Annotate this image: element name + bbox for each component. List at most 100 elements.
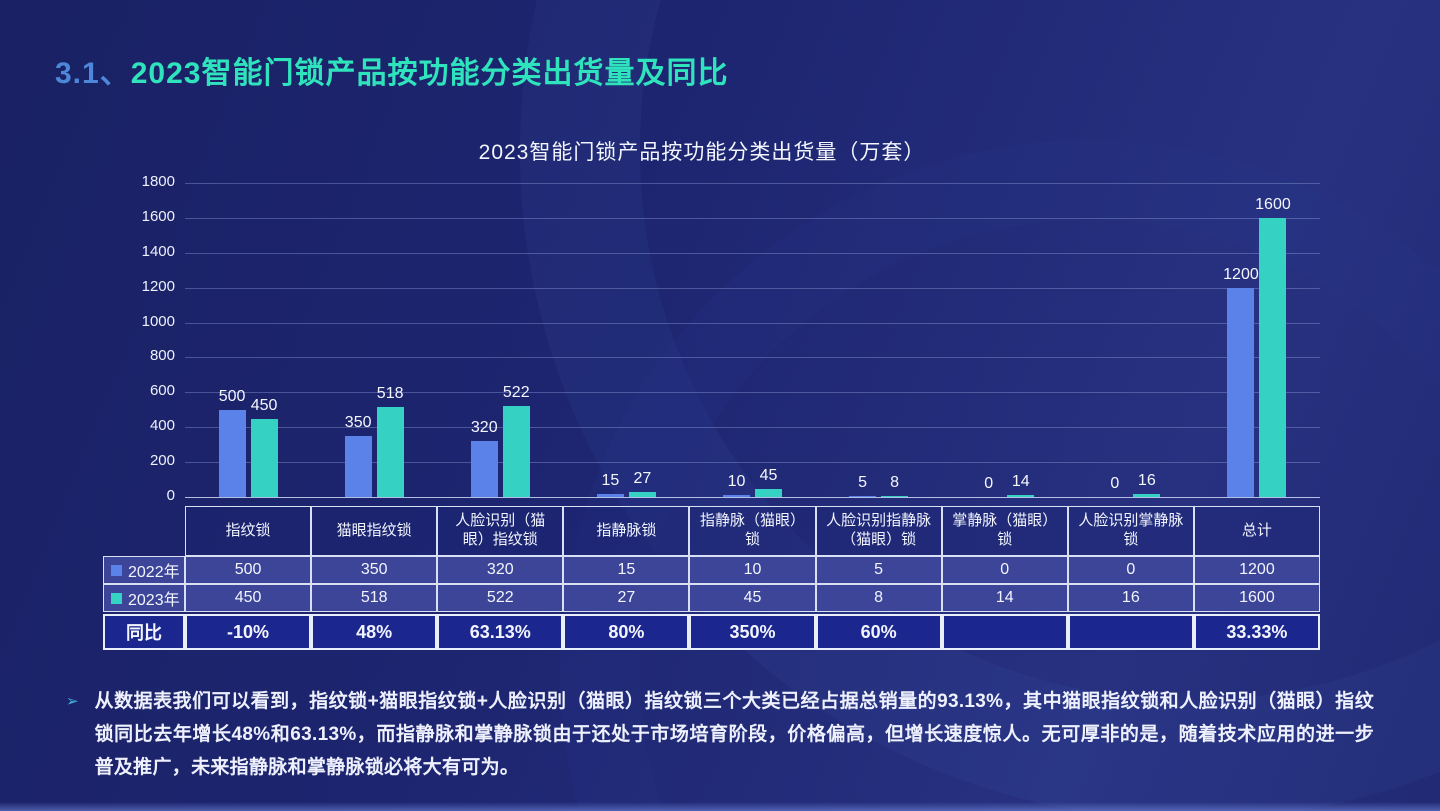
table-cell: 10 bbox=[689, 556, 816, 584]
bar-value-label: 16 bbox=[1137, 472, 1156, 490]
bar-series-1 bbox=[502, 405, 530, 497]
yoy-value-cell: 63.13% bbox=[437, 614, 564, 650]
bar-value-label: 14 bbox=[1011, 472, 1030, 490]
gridline bbox=[185, 357, 1320, 359]
y-axis-tick-label: 1600 bbox=[141, 207, 175, 225]
table-cell: 45 bbox=[689, 584, 816, 612]
yoy-value-cell: 48% bbox=[311, 614, 438, 650]
bar-series-0 bbox=[470, 441, 498, 497]
bar-value-label: 518 bbox=[376, 384, 404, 402]
bar-value-label: 5 bbox=[858, 474, 868, 492]
bar-series-1 bbox=[1133, 494, 1161, 497]
table-cell: 16 bbox=[1067, 584, 1194, 612]
bar-value-label: 1200 bbox=[1223, 265, 1259, 283]
table-header-cell: 指静脉（猫眼）锁 bbox=[689, 506, 816, 556]
y-axis-tick-label: 1200 bbox=[141, 277, 175, 295]
bar-value-label: 0 bbox=[984, 475, 994, 492]
bullet-arrow-icon: ➢ bbox=[66, 693, 79, 710]
table-cell: 320 bbox=[437, 556, 564, 584]
table-header-cell: 人脸识别（猫眼）指纹锁 bbox=[437, 506, 564, 556]
summary-note: ➢ 从数据表我们可以看到，指纹锁+猫眼指纹锁+人脸识别（猫眼）指纹锁三个大类已经… bbox=[66, 686, 1374, 785]
page-title: 3.1、2023智能门锁产品按功能分类出货量及同比 bbox=[55, 48, 728, 92]
table-header-cell: 指纹锁 bbox=[185, 506, 312, 556]
gridline bbox=[185, 217, 1320, 219]
bar-series-0 bbox=[344, 435, 372, 497]
yoy-value-cell: -10% bbox=[185, 614, 312, 650]
bar-value-label: 8 bbox=[890, 473, 900, 491]
gridline bbox=[185, 427, 1320, 429]
bar-series-1 bbox=[250, 418, 278, 497]
table-cell: 27 bbox=[563, 584, 690, 612]
y-axis-tick-label: 600 bbox=[149, 382, 175, 400]
gridline bbox=[185, 183, 1320, 184]
bar-series-0 bbox=[723, 495, 750, 497]
legend-label: 2023年 bbox=[128, 592, 180, 609]
table-cell: 1600 bbox=[1193, 584, 1320, 612]
bar-series-1 bbox=[1007, 494, 1035, 497]
bar-series-1 bbox=[376, 406, 404, 497]
y-axis-tick-label: 1000 bbox=[141, 312, 175, 330]
gridline bbox=[185, 287, 1320, 289]
gridline bbox=[185, 497, 1320, 498]
table-header-cell: 人脸识别掌静脉锁 bbox=[1067, 506, 1194, 556]
yoy-value-cell: 33.33% bbox=[1193, 614, 1320, 650]
y-axis-tick-label: 1800 bbox=[141, 173, 175, 190]
y-axis-tick-label: 800 bbox=[149, 347, 175, 365]
table-header-cell: 掌静脉（猫眼）锁 bbox=[941, 506, 1068, 556]
table-row-label: 2022年 bbox=[103, 556, 185, 584]
table-cell: 522 bbox=[437, 584, 564, 612]
yoy-value-cell bbox=[941, 614, 1068, 650]
gridline bbox=[185, 322, 1320, 324]
table-cell: 500 bbox=[185, 556, 312, 584]
bar-value-label: 10 bbox=[727, 473, 746, 491]
bar-series-1 bbox=[1259, 217, 1287, 497]
table-header-cell: 总计 bbox=[1193, 506, 1320, 556]
bar-value-label: 522 bbox=[502, 383, 530, 401]
table-cell: 1200 bbox=[1193, 556, 1320, 584]
gridline bbox=[185, 252, 1320, 254]
table-header-cell: 猫眼指纹锁 bbox=[311, 506, 438, 556]
gridline bbox=[185, 462, 1320, 464]
bar-series-1 bbox=[628, 492, 656, 497]
legend-swatch-1 bbox=[111, 592, 122, 604]
bar-value-label: 350 bbox=[344, 413, 372, 431]
bar-series-1 bbox=[755, 489, 782, 497]
yoy-value-cell: 350% bbox=[689, 614, 816, 650]
table-cell: 5 bbox=[815, 556, 942, 584]
table-cell: 8 bbox=[815, 584, 942, 612]
y-axis-tick-label: 200 bbox=[149, 452, 175, 470]
bar-series-0 bbox=[218, 409, 246, 497]
bar-series-0 bbox=[849, 496, 877, 497]
bar-series-0 bbox=[596, 494, 624, 497]
chart-title: 2023智能门锁产品按功能分类出货量（万套） bbox=[478, 141, 926, 164]
yoy-row-label: 同比 bbox=[103, 614, 185, 650]
table-header-cell: 人脸识别指静脉（猫眼）锁 bbox=[815, 506, 942, 556]
table-header-cell: 指静脉锁 bbox=[563, 506, 690, 556]
legend-label: 2022年 bbox=[128, 564, 180, 581]
table-cell: 0 bbox=[1067, 556, 1194, 584]
yoy-value-cell: 80% bbox=[563, 614, 690, 650]
bar-value-label: 15 bbox=[601, 472, 620, 490]
bar-value-label: 0 bbox=[1110, 475, 1120, 492]
y-axis-tick-label: 400 bbox=[149, 417, 175, 435]
table-cell: 350 bbox=[311, 556, 438, 584]
gridline bbox=[185, 392, 1320, 394]
bar-value-label: 500 bbox=[218, 387, 246, 405]
summary-text: 从数据表我们可以看到，指纹锁+猫眼指纹锁+人脸识别（猫眼）指纹锁三个大类已经占据… bbox=[94, 691, 1374, 778]
bar-series-1 bbox=[881, 495, 909, 497]
table-cell: 15 bbox=[563, 556, 690, 584]
bar-value-label: 45 bbox=[759, 467, 778, 485]
table-cell: 518 bbox=[311, 584, 438, 612]
bar-value-label: 450 bbox=[250, 396, 278, 414]
page-title-text: 2023智能门锁产品按功能分类出货量及同比 bbox=[130, 57, 729, 90]
bar-value-label: 27 bbox=[633, 470, 652, 488]
bar-value-label: 320 bbox=[470, 419, 498, 437]
bar-value-label: 1600 bbox=[1255, 195, 1291, 213]
y-axis-tick-label: 1400 bbox=[141, 242, 175, 260]
table-cell: 450 bbox=[185, 584, 312, 612]
page-title-number: 3.1、 bbox=[55, 57, 131, 90]
yoy-value-cell bbox=[1067, 614, 1194, 650]
